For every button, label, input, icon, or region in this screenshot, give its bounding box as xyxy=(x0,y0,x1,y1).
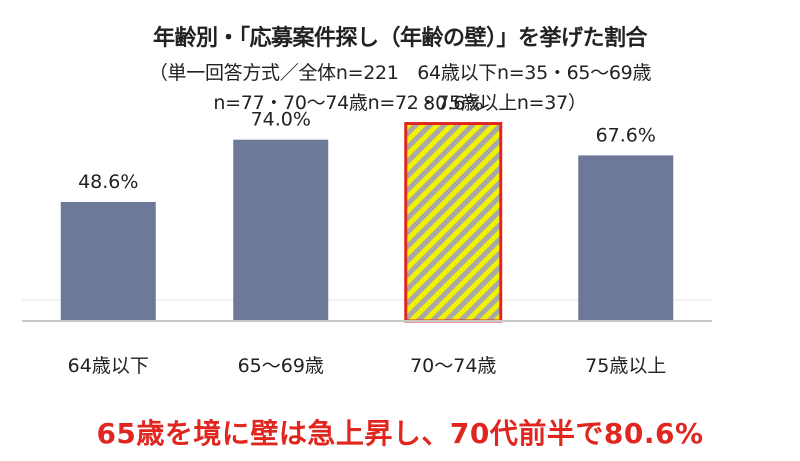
bar-value-label: 67.6% xyxy=(596,124,656,146)
category-label: 64歳以下 xyxy=(68,355,149,377)
bar-value-label: 80.6% xyxy=(423,93,483,115)
category-label: 70～74歳 xyxy=(410,355,496,377)
bar-highlighted xyxy=(404,122,503,323)
category-label: 75歳以上 xyxy=(585,355,666,377)
chart-subtitle-line1: （単一回答方式／全体n=221 64歳以下n=35・65～69歳 xyxy=(148,62,652,84)
bar-value-label: 74.0% xyxy=(251,109,311,131)
bar xyxy=(60,201,156,321)
chart-subtitle-line2: n=77・70～74歳n=72・75歳以上n=37） xyxy=(213,92,587,114)
category-label: 65～69歳 xyxy=(238,355,324,377)
bar xyxy=(233,139,329,321)
chart-title: 年齢別・「応募案件探し（年齢の壁）」を挙げた割合 xyxy=(152,26,648,51)
bar-chart: 48.6% 64歳以下 74.0% 65～69歳 80.6% 70～74歳 67.6% 75歳… xyxy=(22,93,712,377)
bar xyxy=(578,155,674,321)
bar-value-label: 48.6% xyxy=(78,171,138,193)
footer-highlight-text: 65歳を境に壁は急上昇し、70代前半で80.6% xyxy=(96,417,704,450)
